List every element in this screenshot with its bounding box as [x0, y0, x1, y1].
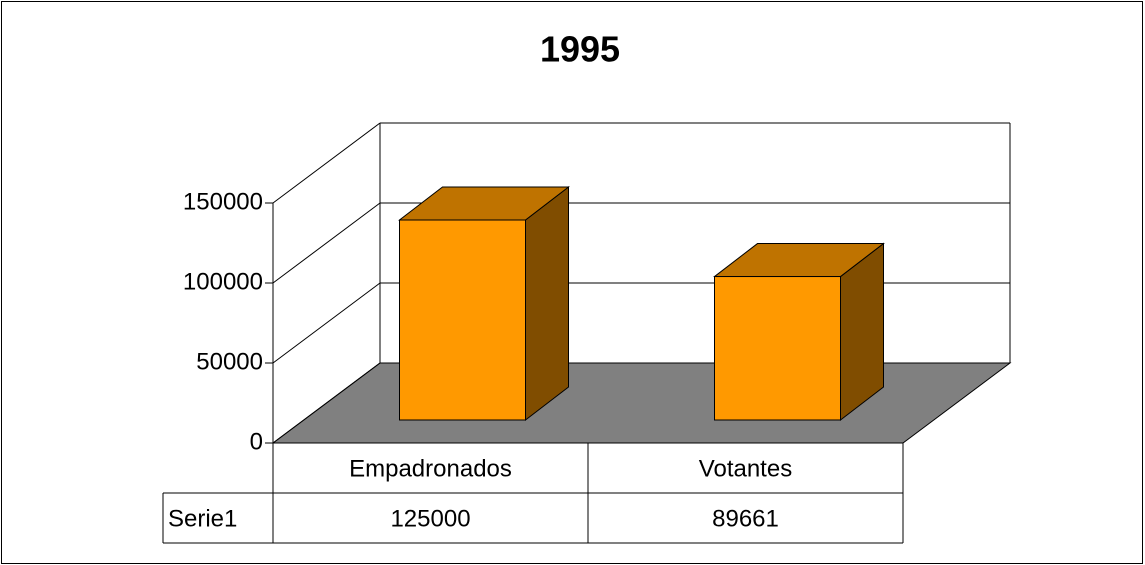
grid-line — [272, 202, 381, 284]
table-value: 89661 — [712, 505, 779, 532]
bar-side — [525, 185, 569, 422]
y-tick-label: 0 — [250, 428, 263, 455]
x-tick-label: Empadronados — [349, 455, 512, 482]
legend-label: Serie1 — [168, 505, 237, 532]
floor — [271, 362, 1012, 444]
grid-line — [272, 282, 381, 364]
grid-line — [272, 122, 381, 204]
y-tick-label: 150000 — [183, 188, 263, 215]
table-value: 125000 — [390, 505, 470, 532]
bar — [714, 276, 841, 421]
chart-title: 1995 — [540, 29, 620, 70]
bar — [399, 219, 526, 421]
grid-line — [272, 362, 381, 444]
y-tick-label: 50000 — [196, 348, 263, 375]
y-tick-label: 100000 — [183, 268, 263, 295]
x-tick-label: Votantes — [699, 455, 792, 482]
